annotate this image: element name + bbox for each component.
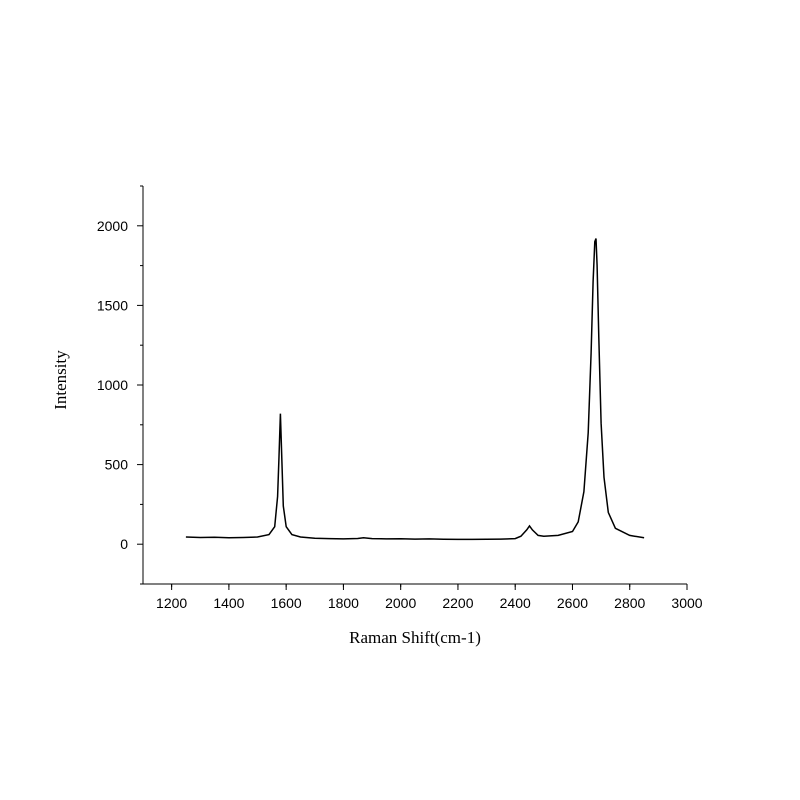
- y-tick-label: 500: [105, 457, 129, 473]
- x-axis-ticks: 1200 1400 1600 1800 2000 2200 2400 2600 2800 3000: [156, 584, 703, 611]
- x-tick-label: 3000: [671, 595, 702, 611]
- x-tick-label: 2800: [614, 595, 645, 611]
- x-tick-label: 2200: [442, 595, 473, 611]
- x-tick-label: 1600: [271, 595, 302, 611]
- x-axis-title: Raman Shift(cm-1): [349, 628, 481, 647]
- axes: [142, 186, 687, 585]
- x-tick-label: 2000: [385, 595, 416, 611]
- y-axis-title: Intensity: [51, 350, 70, 410]
- x-tick-label: 1800: [328, 595, 359, 611]
- y-tick-label: 0: [120, 536, 128, 552]
- y-tick-label: 1000: [97, 377, 128, 393]
- y-axis-ticks: 0 500 1000 1500 2000: [97, 185, 143, 585]
- x-tick-label: 1400: [213, 595, 244, 611]
- y-tick-label: 2000: [97, 218, 128, 234]
- x-tick-label: 1200: [156, 595, 187, 611]
- spectrum-line: [185, 238, 645, 541]
- y-tick-label: 1500: [97, 297, 128, 313]
- x-tick-label: 2400: [500, 595, 531, 611]
- x-tick-label: 2600: [557, 595, 588, 611]
